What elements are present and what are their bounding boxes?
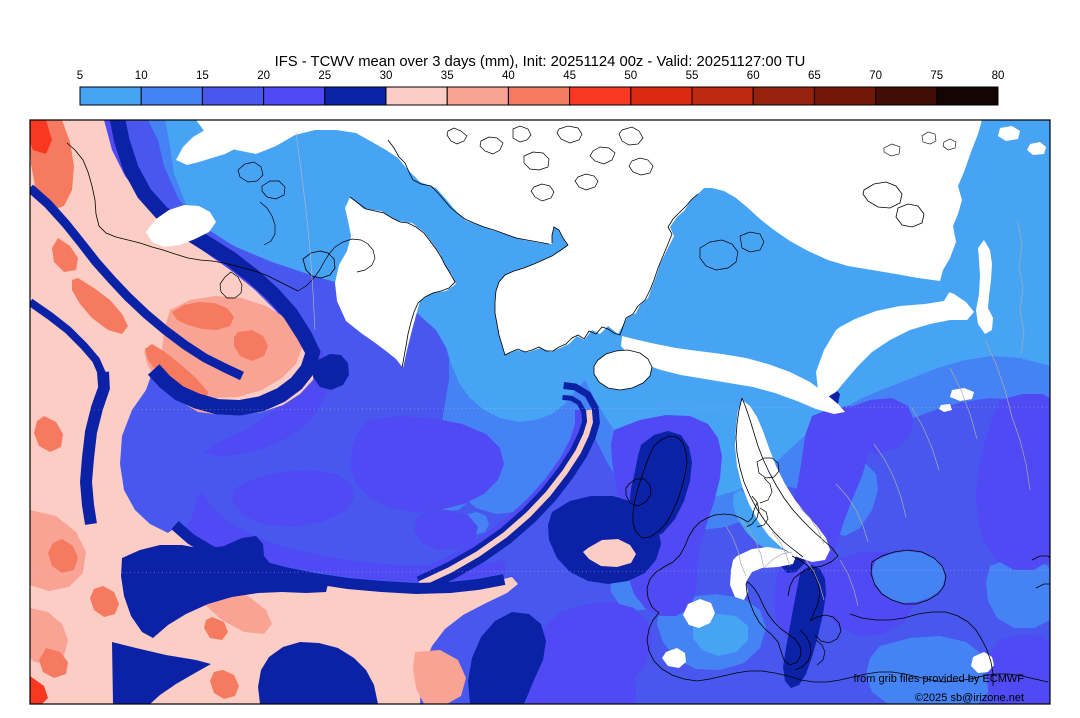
svg-text:35: 35 bbox=[441, 70, 454, 82]
svg-text:10: 10 bbox=[135, 70, 148, 82]
svg-text:75: 75 bbox=[930, 70, 943, 82]
svg-text:45: 45 bbox=[563, 70, 576, 82]
svg-text:25: 25 bbox=[318, 70, 331, 82]
svg-text:40: 40 bbox=[502, 70, 515, 82]
svg-text:55: 55 bbox=[686, 70, 699, 82]
svg-text:30: 30 bbox=[380, 70, 393, 82]
svg-text:©2025 sb@irizone.net: ©2025 sb@irizone.net bbox=[915, 692, 1024, 704]
svg-text:IFS - TCWV mean over 3 days (m: IFS - TCWV mean over 3 days (mm), Init: … bbox=[275, 54, 806, 70]
svg-text:15: 15 bbox=[196, 70, 209, 82]
svg-text:20: 20 bbox=[257, 70, 270, 82]
svg-text:80: 80 bbox=[992, 70, 1005, 82]
svg-text:50: 50 bbox=[624, 70, 637, 82]
svg-text:60: 60 bbox=[747, 70, 760, 82]
svg-text:from grib files provided by EC: from grib files provided by ECMWF bbox=[853, 673, 1024, 685]
svg-text:70: 70 bbox=[869, 70, 882, 82]
svg-text:65: 65 bbox=[808, 70, 821, 82]
svg-text:5: 5 bbox=[77, 70, 83, 82]
